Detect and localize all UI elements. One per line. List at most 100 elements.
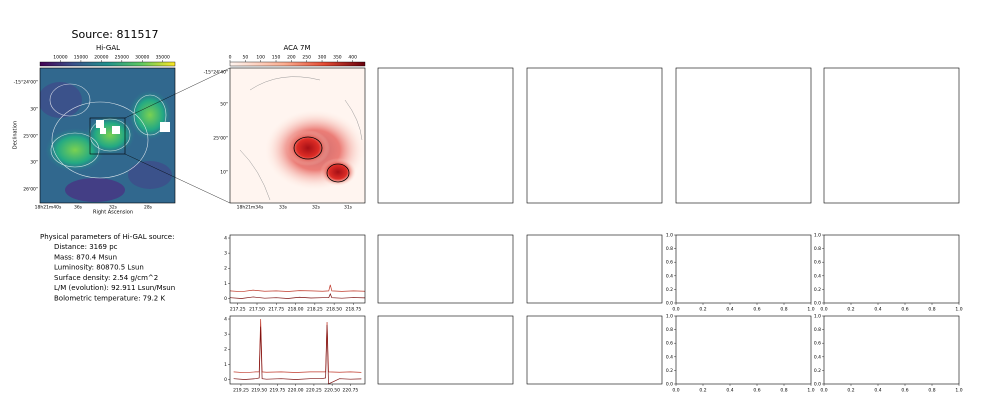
x-tick-label: 1.0 [807, 388, 814, 394]
figure-title: Source: 811517 [72, 28, 159, 41]
higal-image [40, 68, 175, 203]
x-tick-label: 32s [109, 205, 118, 211]
x-tick-label: 0.4 [726, 307, 733, 313]
aca-image [230, 68, 365, 203]
frame [675, 315, 812, 385]
colorbar-tick-label: 200 [287, 55, 296, 61]
y-tick-label: 0.2 [666, 287, 673, 293]
frame [675, 234, 812, 304]
x-tick-label: 217.50 [249, 307, 265, 313]
zoom-line [124, 67, 231, 119]
frame [39, 67, 176, 204]
y-tick-label: 30" [30, 107, 38, 113]
y-tick-label: 0.0 [814, 301, 821, 307]
y-tick-label: 0.0 [666, 382, 673, 388]
y-tick-label: 0.6 [666, 260, 673, 266]
y-tick-label: 0.2 [666, 368, 673, 374]
y-tick-label: 10" [220, 170, 228, 176]
frame [229, 234, 366, 304]
x-tick-label: 219.50 [251, 388, 267, 394]
x-tick-label: 0.8 [780, 388, 787, 394]
y-tick-label: 2 [224, 266, 227, 272]
y-tick-label: 0.8 [814, 246, 821, 252]
parameter-line: L/M (evolution): 92.911 Lsun/Msun [54, 284, 175, 292]
colorbar-tick-label: 350 [333, 55, 342, 61]
x-tick-label: 218.75 [346, 307, 362, 313]
spectrum-line [233, 319, 362, 374]
x-tick-label: 33s [279, 205, 288, 211]
parameter-line: Luminosity: 80870.5 Lsun [54, 264, 144, 272]
frame [229, 315, 366, 385]
y-tick-label: 0.2 [814, 368, 821, 374]
x-tick-label: 219.75 [270, 388, 286, 394]
y-tick-label: -15°24'40" [204, 70, 228, 76]
parameter-line: Distance: 3169 pc [54, 243, 118, 251]
y-tick-label: 30" [30, 160, 38, 166]
colorbar-tick-label: 250 [302, 55, 311, 61]
empty-panel [675, 67, 812, 204]
x-axis-label: Right Ascension [93, 210, 133, 216]
y-tick-label: 0.6 [814, 260, 821, 266]
x-tick-label: 220.75 [343, 388, 359, 394]
x-tick-label: 0.4 [726, 388, 733, 394]
y-tick-label: 3 [224, 251, 227, 257]
empty-panel [377, 67, 514, 204]
spectrum-line [229, 284, 366, 293]
x-tick-label: 217.25 [230, 307, 246, 313]
y-tick-label: 0.6 [814, 341, 821, 347]
y-tick-label: 0.4 [814, 354, 821, 360]
x-tick-label: 36s [74, 205, 83, 211]
x-tick-label: 218.25 [307, 307, 323, 313]
x-tick-label: 0.6 [901, 388, 908, 394]
colorbar-tick-label: 100 [256, 55, 265, 61]
x-tick-label: 0.2 [699, 307, 706, 313]
x-tick-label: 1.0 [955, 307, 962, 313]
x-tick-label: 218.50 [326, 307, 342, 313]
y-axis-label: Declination [13, 121, 19, 149]
y-tick-label: 0 [224, 377, 227, 383]
spectrum-line [229, 293, 366, 299]
x-tick-label: 28s [144, 205, 153, 211]
y-tick-label: 0.8 [666, 246, 673, 252]
y-tick-label: -15°24'00" [14, 80, 38, 86]
x-tick-label: 31s [344, 205, 353, 211]
x-tick-label: 220.50 [324, 388, 340, 394]
y-tick-label: 0.4 [666, 354, 673, 360]
x-tick-label: 220.25 [306, 388, 322, 394]
y-tick-label: 0.0 [814, 382, 821, 388]
y-tick-label: 0.4 [666, 273, 673, 279]
parameter-line: Surface density: 2.54 g/cm^2 [54, 274, 158, 282]
colorbar [39, 61, 176, 67]
colorbar [229, 61, 366, 67]
x-tick-label: 0.0 [672, 307, 679, 313]
y-tick-label: 4 [224, 317, 227, 323]
y-tick-label: 4 [224, 236, 227, 242]
y-tick-label: 1.0 [666, 233, 673, 239]
frame [823, 315, 960, 385]
colorbar-tick-label: 50 [242, 55, 248, 61]
x-tick-label: 0.6 [753, 307, 760, 313]
x-tick-label: 220.00 [288, 388, 304, 394]
x-tick-label: 0.0 [820, 307, 827, 313]
colorbar-tick-label: 150 [272, 55, 281, 61]
panel-title: Hi-GAL [96, 44, 120, 52]
x-tick-label: 0.0 [820, 388, 827, 394]
x-tick-label: 18h21m34s [237, 205, 264, 211]
y-tick-label: 1.0 [666, 314, 673, 320]
y-tick-label: 25'00" [213, 136, 228, 142]
x-tick-label: 0.4 [874, 307, 881, 313]
colorbar-tick-label: 400 [348, 55, 357, 61]
x-tick-label: 1.0 [955, 388, 962, 394]
empty-panel [823, 67, 960, 204]
y-tick-label: 0.4 [814, 273, 821, 279]
y-tick-label: 0.6 [666, 341, 673, 347]
x-tick-label: 32s [312, 205, 321, 211]
frame [823, 234, 960, 304]
x-tick-label: 0.2 [699, 388, 706, 394]
y-tick-label: 1.0 [814, 314, 821, 320]
zoom-line [124, 153, 231, 204]
y-tick-label: 25'00" [23, 134, 38, 140]
empty-panel [377, 315, 514, 385]
parameter-line: Bolometric temperature: 79.2 K [54, 295, 165, 303]
